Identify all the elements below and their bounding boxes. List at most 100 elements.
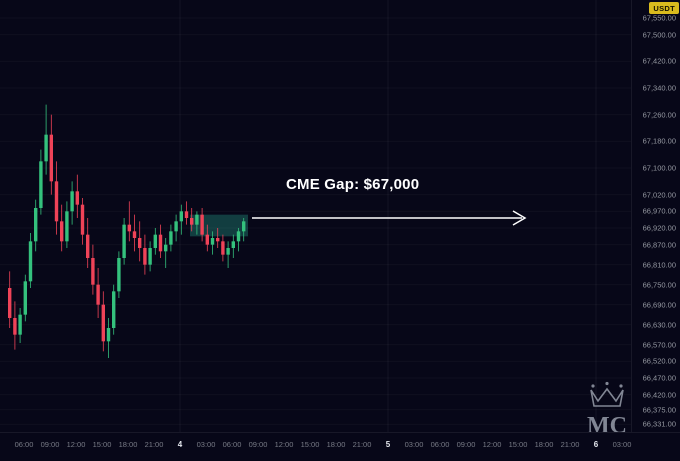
candle-body [91,258,95,285]
time-axis-label: 18:00 [118,440,138,449]
candle-body [80,204,85,235]
time-axis-label: 21:00 [144,440,164,449]
cme-gap-box [190,214,248,237]
candle-body [210,238,215,245]
time-axis-label: 18:00 [534,440,554,449]
price-axis-label: 66,375.00 [642,404,676,414]
price-axis-label: 66,630.00 [642,319,676,329]
candle-body [148,248,152,265]
price-axis-label: 67,100.00 [642,163,676,173]
candle-body [112,291,116,328]
price-axis-label: 67,550.00 [642,13,676,23]
usdt-badge[interactable]: USDT [649,2,679,14]
time-axis-label: 03:00 [196,440,216,449]
price-axis-label: 66,750.00 [642,279,676,289]
candle-body [164,244,168,252]
price-axis-label: 66,920.00 [642,223,676,233]
candle-body [8,288,12,318]
candle-body [34,208,38,242]
time-axis[interactable]: 06:00 09:00 12:00 15:00 18:00 21:00 4 03:00 06:0… [0,432,680,461]
candle-body [44,134,48,162]
price-axis-label: 67,020.00 [642,189,676,199]
price-axis-label: 66,470.00 [642,373,676,383]
price-axis-label: 66,520.00 [642,356,676,366]
candle-body [96,284,100,305]
price-axis-label: 66,420.00 [642,389,676,399]
time-axis-label: 06:00 [430,440,450,449]
candle-body [158,234,163,252]
candle-body [200,214,204,235]
time-axis-label: 12:00 [66,440,86,449]
candle-body [75,191,79,205]
candle-body [216,238,220,242]
time-axis-label: 15:00 [300,440,320,449]
time-axis-day-label: 4 [177,439,183,449]
time-axis-label: 21:00 [560,440,580,449]
candle-body [143,248,147,265]
time-axis-label: 09:00 [248,440,268,449]
candle-body [205,234,209,245]
price-axis-label: 66,970.00 [642,206,676,216]
time-axis-label: 06:00 [14,440,34,449]
price-axis-label: 66,690.00 [642,299,676,309]
candle-body [65,211,69,242]
gap-arrow-icon [252,210,527,226]
time-axis-label: 09:00 [456,440,476,449]
candle-body [117,258,121,292]
candle-body [122,224,126,258]
candle-body [195,214,199,225]
gap-annotation-text: CME Gap: $67,000 [286,176,420,193]
price-axis-label: 66,810.00 [642,259,676,269]
price-axis-label: 66,331.00 [642,419,676,429]
candle-body [221,241,225,255]
candle-body [174,221,178,232]
candle-body [23,281,27,315]
candle-body [49,134,53,182]
chart-canvas[interactable]: CME Gap: $67,000 MC [0,0,632,439]
candle-body [169,231,173,245]
candle-body [153,234,157,248]
candle-body [13,318,17,335]
candle-body [54,181,59,222]
time-axis-label: 03:00 [612,440,632,449]
time-axis-label: 18:00 [326,440,346,449]
price-axis-label: 67,420.00 [642,56,676,66]
candle-body [132,231,137,238]
candle-body [127,224,131,232]
candle-body [86,234,90,258]
price-axis-label: 67,260.00 [642,109,676,119]
candle-body [70,191,74,212]
time-axis-day-label: 6 [593,439,599,449]
candle-body [231,241,235,248]
candle-body [236,231,241,242]
candle-body [60,221,64,242]
candle-body [28,241,33,282]
price-axis-label: 66,870.00 [642,239,676,249]
candles-svg [8,0,597,433]
time-axis-day-label: 5 [385,439,391,449]
candle-body [226,248,230,255]
time-axis-label: 12:00 [274,440,294,449]
candle-body [179,211,183,222]
price-axis-label: 67,340.00 [642,83,676,93]
candle-body [184,211,189,218]
candle-body [39,161,43,208]
time-axis-label: 15:00 [508,440,528,449]
time-axis-label: 06:00 [222,440,242,449]
time-axis-label: 03:00 [404,440,424,449]
time-axis-label: 15:00 [92,440,112,449]
candle-body [138,238,142,248]
price-axis-label: 67,500.00 [642,29,676,39]
candle-body [190,218,194,225]
time-axis-label: 21:00 [352,440,372,449]
candle-body [101,304,105,342]
candle-body [106,328,111,342]
candle-body [242,221,246,232]
price-axis[interactable]: USDT 67,550.00 67,500.00 67,420.00 67,340.0… [631,0,680,433]
price-axis-label: 67,180.00 [642,136,676,146]
time-axis-label: 09:00 [40,440,60,449]
candle-body [18,314,22,335]
time-axis-label: 12:00 [482,440,502,449]
price-axis-label: 66,570.00 [642,339,676,349]
